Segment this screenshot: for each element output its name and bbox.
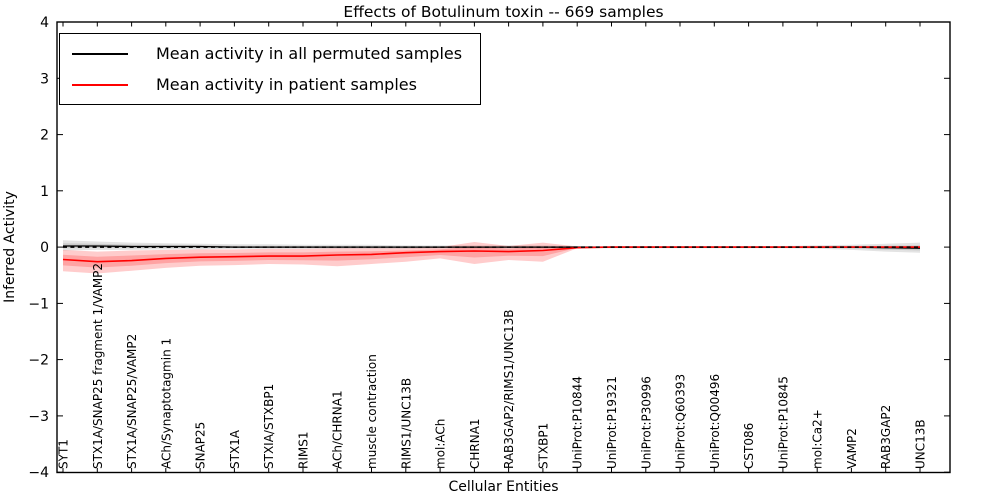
- axis-ticks: [57, 21, 950, 473]
- legend: Mean activity in all permuted samples Me…: [59, 33, 482, 105]
- legend-item-permuted: Mean activity in all permuted samples: [72, 41, 468, 66]
- legend-label-patient: Mean activity in patient samples: [156, 75, 417, 94]
- x-tick-label: ACh/Synaptotagmin 1: [159, 338, 173, 469]
- x-tick-label: CHRNA1: [468, 418, 482, 469]
- plot-border: [56, 21, 951, 474]
- y-tick-label: 3: [40, 71, 49, 87]
- x-tick-label: mol:ACh: [434, 419, 448, 469]
- x-axis-label: Cellular Entities: [448, 479, 559, 495]
- x-tick-label: UniProt:P10844: [571, 376, 585, 469]
- y-tick-label: −3: [28, 409, 49, 425]
- x-tick-label: CST086: [742, 423, 756, 469]
- legend-line-red-icon: [72, 83, 128, 86]
- x-tick-label: UNC13B: [914, 419, 928, 469]
- x-tick-label: RAB3GAP2/RIMS1/UNC13B: [502, 309, 516, 469]
- y-tick-label: 4: [40, 15, 49, 31]
- band-outer-1: [63, 242, 920, 274]
- y-tick-label: −1: [28, 296, 49, 312]
- x-tick-label: RAB3GAP2: [879, 405, 893, 469]
- x-tick-label: muscle contraction: [365, 354, 379, 469]
- x-tick-label: STXIA/STXBP1: [262, 384, 276, 469]
- x-tick-label: RIMS1/UNC13B: [399, 378, 413, 469]
- x-tick-label: UniProt:P19321: [605, 376, 619, 469]
- x-tick-label: UniProt:Q00496: [708, 374, 722, 469]
- legend-label-permuted: Mean activity in all permuted samples: [156, 44, 463, 63]
- chart-title: Effects of Botulinum toxin -- 669 sample…: [343, 3, 664, 21]
- x-tick-label: UniProt:P10845: [776, 376, 790, 469]
- x-tick-label: STX1A/SNAP25 fragment 1/VAMP2: [91, 263, 105, 469]
- y-tick-label: −2: [28, 353, 49, 369]
- legend-item-patient: Mean activity in patient samples: [72, 72, 468, 97]
- y-tick-label: 1: [40, 184, 49, 200]
- x-tick-label: SNAP25: [194, 422, 208, 469]
- x-tick-label: STXBP1: [536, 423, 550, 469]
- x-tick-label: SYT1: [57, 439, 71, 469]
- x-tick-label: ACh/CHRNA1: [331, 390, 345, 469]
- y-tick-label: −4: [28, 465, 49, 481]
- x-tick-label: mol:Ca2+: [811, 409, 825, 469]
- x-tick-label: STX1A/SNAP25/VAMP2: [125, 334, 139, 469]
- x-tick-label: UniProt:P30996: [639, 376, 653, 469]
- x-tick-label: STX1A: [228, 429, 242, 469]
- y-tick-label: 2: [40, 128, 49, 144]
- x-tick-label: RIMS1: [297, 432, 311, 469]
- x-tick-label: VAMP2: [845, 428, 859, 469]
- y-tick-label: 0: [40, 240, 49, 256]
- legend-line-black-icon: [72, 52, 128, 55]
- x-tick-label: UniProt:Q60393: [674, 374, 688, 469]
